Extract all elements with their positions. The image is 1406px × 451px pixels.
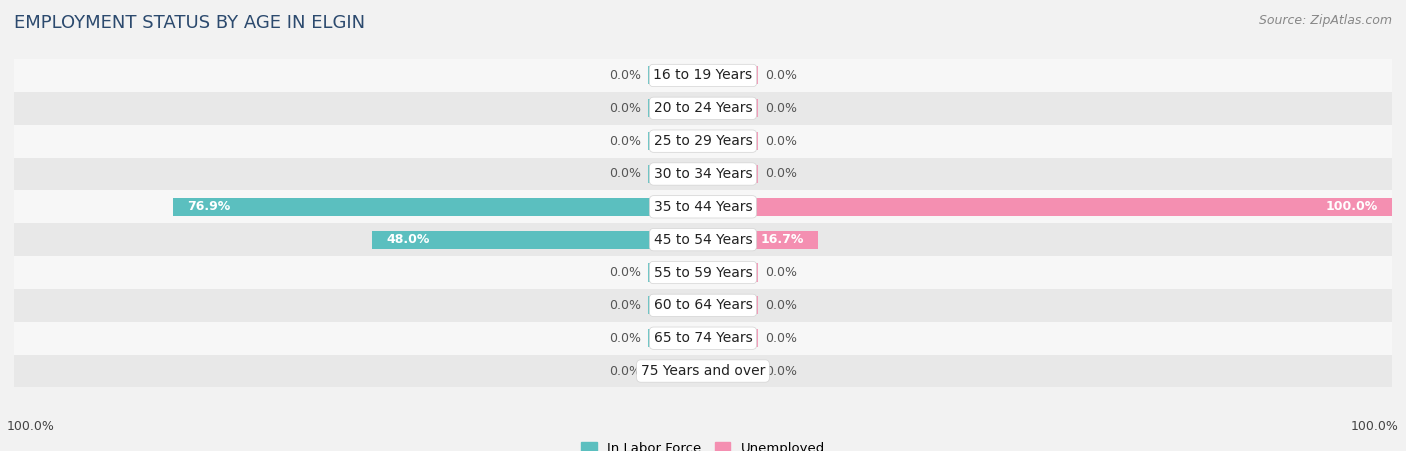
Bar (14, 92, 1392, 125)
Bar (648, 66, 703, 84)
Text: 65 to 74 Years: 65 to 74 Years (654, 331, 752, 345)
Text: 25 to 29 Years: 25 to 29 Years (654, 134, 752, 148)
Bar (648, 132, 703, 150)
Bar (173, 198, 703, 216)
Bar (703, 198, 1392, 216)
Bar (373, 230, 703, 249)
Bar (14, 223, 1392, 256)
Bar (14, 59, 1392, 92)
Bar (648, 263, 703, 281)
Bar (14, 190, 1392, 223)
Text: 0.0%: 0.0% (765, 102, 797, 115)
Text: 48.0%: 48.0% (387, 233, 429, 246)
Text: 0.0%: 0.0% (765, 331, 797, 345)
Bar (14, 157, 1392, 190)
Text: 0.0%: 0.0% (609, 167, 641, 180)
Text: 16 to 19 Years: 16 to 19 Years (654, 69, 752, 83)
Text: 76.9%: 76.9% (187, 200, 231, 213)
Text: 0.0%: 0.0% (765, 364, 797, 377)
Bar (648, 329, 703, 347)
Bar (703, 132, 758, 150)
Bar (648, 99, 703, 117)
Text: 55 to 59 Years: 55 to 59 Years (654, 266, 752, 280)
Text: 0.0%: 0.0% (609, 266, 641, 279)
Bar (14, 125, 1392, 157)
Bar (703, 362, 758, 380)
Bar (648, 165, 703, 183)
Text: 75 Years and over: 75 Years and over (641, 364, 765, 378)
Text: 100.0%: 100.0% (1326, 200, 1378, 213)
Text: 0.0%: 0.0% (609, 299, 641, 312)
Text: 30 to 34 Years: 30 to 34 Years (654, 167, 752, 181)
Text: 0.0%: 0.0% (765, 69, 797, 82)
Bar (703, 66, 758, 84)
Text: 100.0%: 100.0% (7, 420, 55, 433)
Bar (703, 263, 758, 281)
Legend: In Labor Force, Unemployed: In Labor Force, Unemployed (575, 437, 831, 451)
Text: 0.0%: 0.0% (765, 299, 797, 312)
Bar (703, 329, 758, 347)
Text: 45 to 54 Years: 45 to 54 Years (654, 233, 752, 247)
Bar (14, 354, 1392, 387)
Bar (14, 289, 1392, 322)
Text: 0.0%: 0.0% (609, 135, 641, 147)
Bar (14, 256, 1392, 289)
Bar (14, 322, 1392, 354)
Bar (648, 296, 703, 314)
Text: 0.0%: 0.0% (765, 266, 797, 279)
Text: 0.0%: 0.0% (609, 102, 641, 115)
Bar (648, 362, 703, 380)
Bar (703, 296, 758, 314)
Text: 0.0%: 0.0% (609, 364, 641, 377)
Text: 100.0%: 100.0% (1351, 420, 1399, 433)
Text: 0.0%: 0.0% (609, 331, 641, 345)
Text: 0.0%: 0.0% (765, 167, 797, 180)
Bar (703, 230, 818, 249)
Text: EMPLOYMENT STATUS BY AGE IN ELGIN: EMPLOYMENT STATUS BY AGE IN ELGIN (14, 14, 366, 32)
Bar (703, 165, 758, 183)
Text: Source: ZipAtlas.com: Source: ZipAtlas.com (1258, 14, 1392, 27)
Text: 35 to 44 Years: 35 to 44 Years (654, 200, 752, 214)
Bar (703, 99, 758, 117)
Text: 20 to 24 Years: 20 to 24 Years (654, 101, 752, 115)
Text: 0.0%: 0.0% (609, 69, 641, 82)
Text: 60 to 64 Years: 60 to 64 Years (654, 299, 752, 313)
Text: 0.0%: 0.0% (765, 135, 797, 147)
Text: 16.7%: 16.7% (761, 233, 804, 246)
